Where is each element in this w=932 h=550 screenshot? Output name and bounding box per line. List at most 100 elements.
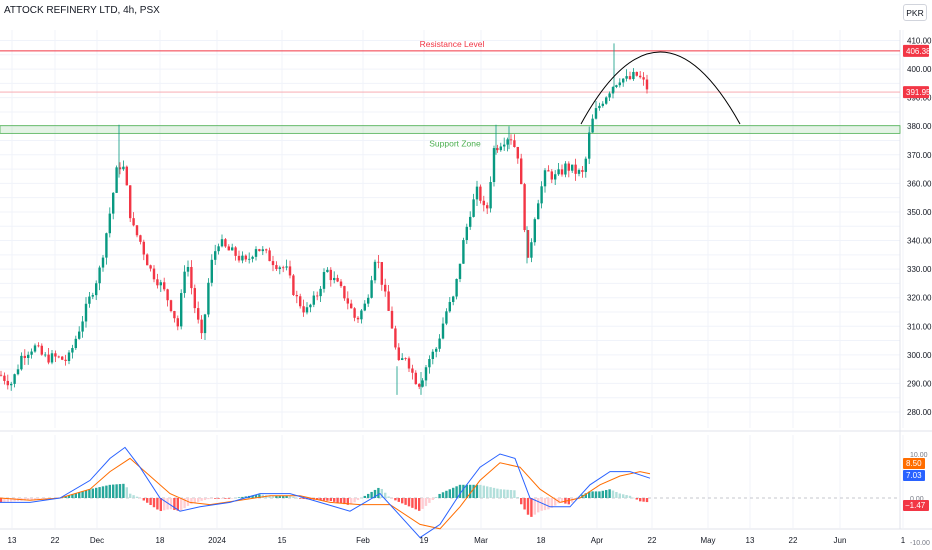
candle-body: [350, 303, 353, 309]
candle-body: [360, 310, 363, 320]
macd-histogram-bar: [608, 489, 611, 498]
candle-body: [47, 354, 50, 363]
candle-body: [455, 278, 458, 297]
candle-body: [543, 170, 547, 187]
candle-body: [288, 266, 292, 276]
candle-body: [560, 169, 564, 175]
candle-body: [27, 354, 30, 358]
macd-histogram-bar: [387, 496, 390, 498]
macd-histogram-bar: [203, 498, 207, 501]
candle-body: [380, 262, 383, 285]
candle-body: [421, 380, 424, 387]
candle-body: [122, 166, 125, 170]
macd-histogram-bar: [101, 486, 105, 498]
candle-body: [588, 132, 591, 159]
macd-histogram-bar: [159, 498, 162, 512]
candle-body: [547, 170, 550, 172]
macd-histogram-bar: [13, 498, 16, 502]
candle-body: [0, 374, 3, 376]
candle-body: [186, 266, 190, 272]
candle-body: [292, 275, 295, 295]
candle-body: [496, 148, 499, 151]
signal-line: [0, 457, 651, 530]
candle-body: [40, 345, 43, 355]
candle-body: [513, 140, 516, 147]
time-tick-label: 13: [8, 536, 17, 545]
candle-body: [190, 266, 193, 289]
candle-body: [200, 319, 203, 334]
macd-histogram-bar: [373, 489, 377, 498]
candle-body: [129, 185, 132, 219]
support-zone: [0, 125, 901, 134]
macd-histogram-bar: [241, 496, 244, 498]
candle-body: [482, 200, 485, 206]
macd-histogram-bar: [112, 484, 115, 498]
macd-histogram-bar: [27, 498, 30, 501]
macd-histogram-bar: [105, 485, 108, 498]
candle-body: [3, 375, 6, 381]
macd-histogram-bar: [394, 498, 397, 501]
candle-body: [227, 246, 230, 251]
macd-histogram-bar: [169, 498, 173, 510]
candle-body: [139, 235, 142, 242]
candle-body: [401, 358, 404, 361]
macd-histogram-bar: [176, 498, 179, 511]
price-tick-label: 300.00: [907, 351, 932, 360]
candle-body: [282, 267, 285, 269]
candle-body: [67, 352, 71, 361]
candle-body: [16, 369, 20, 375]
candle-body: [305, 307, 309, 313]
candle-body: [353, 308, 356, 318]
candle-body: [261, 249, 264, 252]
candle-body: [329, 269, 332, 281]
macd-histogram-bar: [254, 494, 258, 498]
macd-histogram-bar: [197, 498, 200, 502]
currency-button[interactable]: PKR: [903, 4, 927, 21]
macd-histogram-bar: [122, 483, 125, 498]
macd-histogram-bar: [183, 498, 186, 509]
macd-histogram-bar: [441, 492, 445, 498]
macd-histogram-bar: [132, 495, 135, 498]
candle-body: [132, 218, 135, 226]
macd-histogram-bar: [220, 498, 224, 499]
price-tick-label: 330.00: [907, 265, 932, 274]
candle-body: [278, 267, 281, 270]
candle-body: [404, 358, 407, 360]
macd-histogram-bar: [458, 484, 462, 498]
candle-body: [448, 301, 451, 312]
candle-body: [197, 308, 200, 320]
candle-body: [319, 288, 322, 297]
candle-body: [567, 163, 570, 171]
histogram-value-label: −1.47: [905, 501, 926, 510]
macd-histogram-bar: [360, 497, 363, 499]
macd-histogram-bar: [125, 487, 128, 498]
candle-body: [183, 271, 186, 294]
macd-histogram-bar: [152, 498, 156, 508]
candle-body: [339, 281, 343, 287]
macd-histogram-bar: [288, 495, 292, 498]
candle-body: [632, 71, 635, 80]
candle-body: [295, 294, 298, 297]
macd-histogram-bar: [142, 498, 145, 501]
macd-histogram-bar: [302, 498, 305, 499]
candle-body: [520, 158, 523, 185]
candle-body: [479, 186, 482, 201]
macd-histogram-bar: [601, 490, 604, 498]
price-tick-label: 390.00: [907, 94, 932, 103]
candle-body: [23, 355, 26, 358]
candle-body: [584, 158, 587, 172]
macd-histogram-bar: [30, 498, 33, 501]
candle-body: [312, 295, 315, 305]
candle-body: [95, 283, 98, 296]
macd-histogram-bar: [496, 488, 499, 498]
macd-histogram-bar: [292, 496, 295, 498]
macd-histogram-bar: [591, 491, 594, 498]
candle-body: [224, 239, 227, 247]
macd-histogram-bar: [414, 498, 417, 510]
candle-body: [642, 77, 645, 80]
macd-histogram-bar: [401, 498, 404, 504]
macd-histogram-bar: [567, 498, 570, 505]
macd-histogram-bar: [214, 498, 217, 499]
macd-histogram-bar: [625, 495, 628, 498]
